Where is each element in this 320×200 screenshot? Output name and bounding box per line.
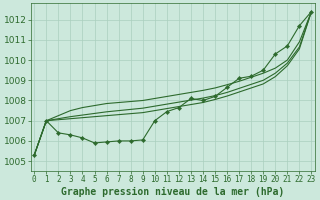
X-axis label: Graphe pression niveau de la mer (hPa): Graphe pression niveau de la mer (hPa) xyxy=(61,186,284,197)
